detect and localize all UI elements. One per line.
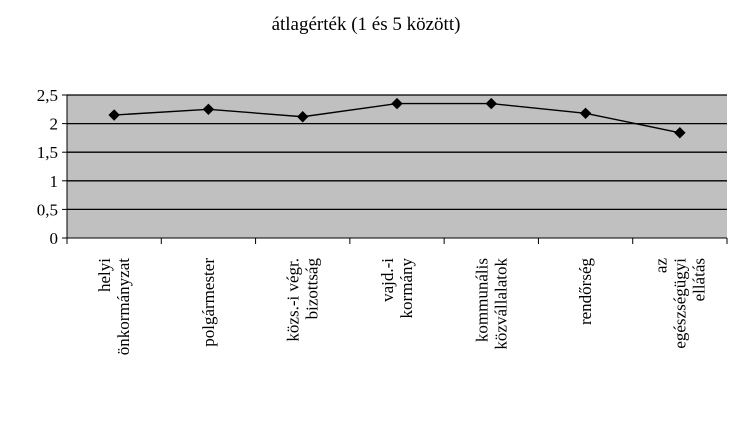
gridlines: [67, 94, 727, 211]
chart-title: átlagérték (1 és 5 között): [272, 14, 461, 35]
x-category-label: közs.-i végr.: [284, 258, 303, 342]
x-category-label: helyi: [95, 258, 114, 292]
x-category-label: önkormányzat: [114, 258, 133, 356]
data-point: [485, 97, 497, 110]
plot-area: [67, 95, 727, 238]
data-point: [391, 97, 403, 110]
data-point: [579, 107, 592, 120]
y-axis-ticks: 0 0,5 1 1,5 2 2,5: [37, 86, 67, 248]
x-category-label: közvállalatok: [491, 258, 510, 350]
x-category-label: bizottság: [303, 258, 322, 320]
data-point: [202, 103, 215, 116]
y-tick-label: 2,5: [37, 86, 58, 105]
y-tick-label: 1: [50, 172, 59, 191]
x-category-label: ellátás: [689, 258, 708, 301]
x-axis-ticks: helyi önkormányzat polgármester közs.-i vég…: [66, 238, 728, 356]
x-category-label: kormány: [397, 258, 416, 319]
data-point: [674, 127, 686, 139]
y-tick-label: 2: [50, 115, 59, 134]
data-point: [297, 111, 309, 123]
data-point: [108, 109, 120, 121]
y-tick-label: 1,5: [37, 143, 58, 162]
x-category-label: rendőrség: [576, 258, 595, 326]
x-category-label: kommunális: [472, 258, 491, 342]
axes: [66, 95, 727, 239]
x-category-label: polgármester: [199, 258, 218, 347]
y-tick-label: 0: [50, 229, 59, 248]
x-category-label: egészségügyi: [670, 258, 689, 349]
data-series: [108, 97, 686, 139]
x-category-label: vajd.-i: [378, 258, 397, 302]
x-category-label: az: [651, 258, 670, 274]
y-tick-label: 0,5: [37, 200, 58, 219]
